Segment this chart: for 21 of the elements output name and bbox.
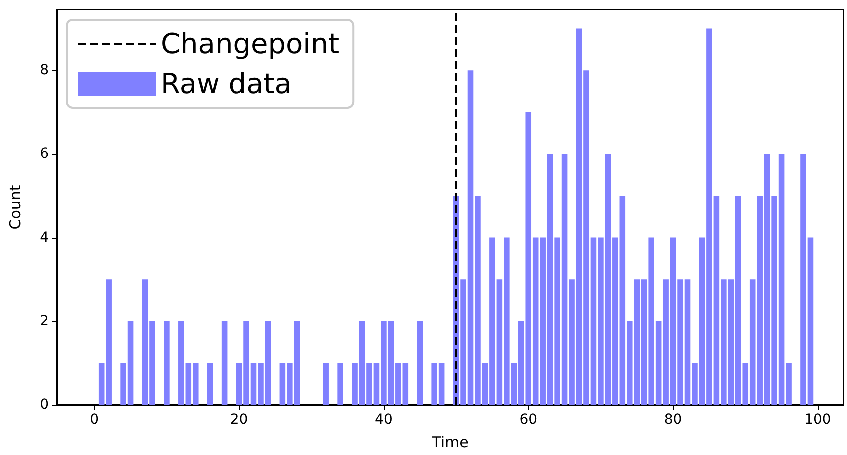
legend-label: Raw data bbox=[161, 68, 292, 100]
x-tick-label: 80 bbox=[664, 412, 682, 428]
y-tick-label: 2 bbox=[40, 313, 49, 330]
y-axis-title: Count bbox=[6, 185, 24, 230]
x-axis-title: Time bbox=[431, 434, 469, 452]
bar bbox=[222, 321, 228, 405]
y-tick-label: 6 bbox=[40, 146, 50, 162]
ref-line-label: Changepoint bbox=[161, 28, 340, 60]
bar bbox=[417, 321, 424, 405]
y-tick-label: 4 bbox=[40, 230, 50, 246]
bar bbox=[207, 363, 214, 405]
bar bbox=[338, 363, 344, 405]
x-tick-label: 20 bbox=[230, 412, 248, 428]
x-tick-label: 0 bbox=[90, 412, 100, 428]
bar bbox=[323, 363, 329, 405]
x-tick-label: 100 bbox=[804, 412, 832, 428]
x-tick-label: 60 bbox=[520, 412, 538, 428]
y-tick-label: 8 bbox=[40, 62, 49, 79]
bar bbox=[164, 321, 170, 405]
y-tick-label: 0 bbox=[40, 397, 49, 413]
x-tick-label: 40 bbox=[375, 412, 393, 428]
